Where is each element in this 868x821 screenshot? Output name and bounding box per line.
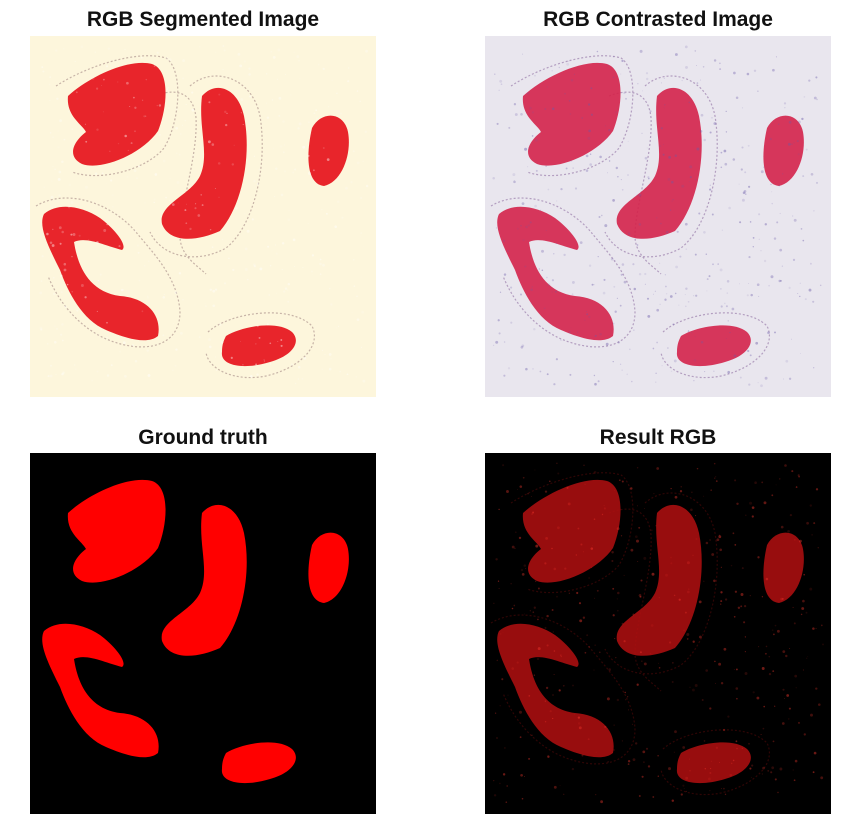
tissue-membrane-outline bbox=[35, 197, 181, 348]
rgb-contrasted-svg bbox=[485, 36, 831, 397]
tissue-membrane-outline bbox=[604, 75, 718, 258]
tissue-speckle-texture bbox=[492, 45, 822, 388]
tissue-left-arc bbox=[42, 623, 159, 758]
tissue-bottom-right bbox=[676, 325, 751, 367]
tissue-membrane-outline bbox=[55, 55, 179, 177]
result-rgb-image bbox=[485, 453, 831, 814]
tissue-center-curve bbox=[161, 87, 247, 239]
tissue-membrane-outline bbox=[608, 508, 662, 692]
tissue-membrane-outline bbox=[608, 91, 662, 275]
result-rgb-svg bbox=[485, 453, 831, 814]
tissue-top-left bbox=[67, 62, 166, 166]
panel-title-result-rgb: Result RGB bbox=[599, 426, 717, 449]
tissue-top-left bbox=[522, 62, 621, 166]
tissue-membrane-outline bbox=[510, 472, 634, 594]
tissue-membrane-outline bbox=[660, 312, 770, 379]
tissue-speckle-texture bbox=[39, 45, 369, 385]
tissue-right bbox=[308, 115, 349, 186]
tissue-center-curve bbox=[161, 504, 247, 656]
tissue-center-curve bbox=[616, 87, 702, 239]
tissue-left-arc bbox=[497, 206, 614, 341]
rgb-segmented-image bbox=[30, 36, 376, 397]
panel-title-ground-truth: Ground truth bbox=[138, 426, 268, 449]
tissue-left-arc bbox=[42, 206, 159, 341]
tissue-right bbox=[308, 532, 349, 603]
tissue-membrane-outline bbox=[660, 729, 770, 796]
tissue-speckle-texture bbox=[493, 462, 824, 804]
tissue-membrane-outline bbox=[149, 75, 263, 258]
tissue-membrane-outline bbox=[205, 312, 315, 379]
tissue-top-left bbox=[522, 479, 621, 583]
tissue-membrane-outline bbox=[490, 197, 636, 348]
tissue-bottom-right bbox=[221, 325, 296, 367]
rgb-segmented-svg bbox=[30, 36, 376, 397]
ground-truth-svg bbox=[30, 453, 376, 814]
tissue-right bbox=[763, 115, 804, 186]
rgb-contrasted-image bbox=[485, 36, 831, 397]
tissue-center-curve bbox=[616, 504, 702, 656]
tissue-membrane-outline bbox=[490, 614, 636, 765]
tissue-bottom-right bbox=[676, 742, 751, 784]
tissue-membrane-outline bbox=[510, 55, 634, 177]
ground-truth-image bbox=[30, 453, 376, 814]
tissue-membrane-outline bbox=[153, 91, 207, 275]
tissue-top-left bbox=[67, 479, 166, 583]
tissue-right bbox=[763, 532, 804, 603]
tissue-membrane-outline bbox=[604, 492, 718, 675]
panel-title-rgb-contrasted: RGB Contrasted Image bbox=[543, 8, 773, 31]
tissue-left-arc bbox=[497, 623, 614, 758]
panel-title-rgb-segmented: RGB Segmented Image bbox=[86, 8, 320, 31]
tissue-bottom-right bbox=[221, 742, 296, 784]
